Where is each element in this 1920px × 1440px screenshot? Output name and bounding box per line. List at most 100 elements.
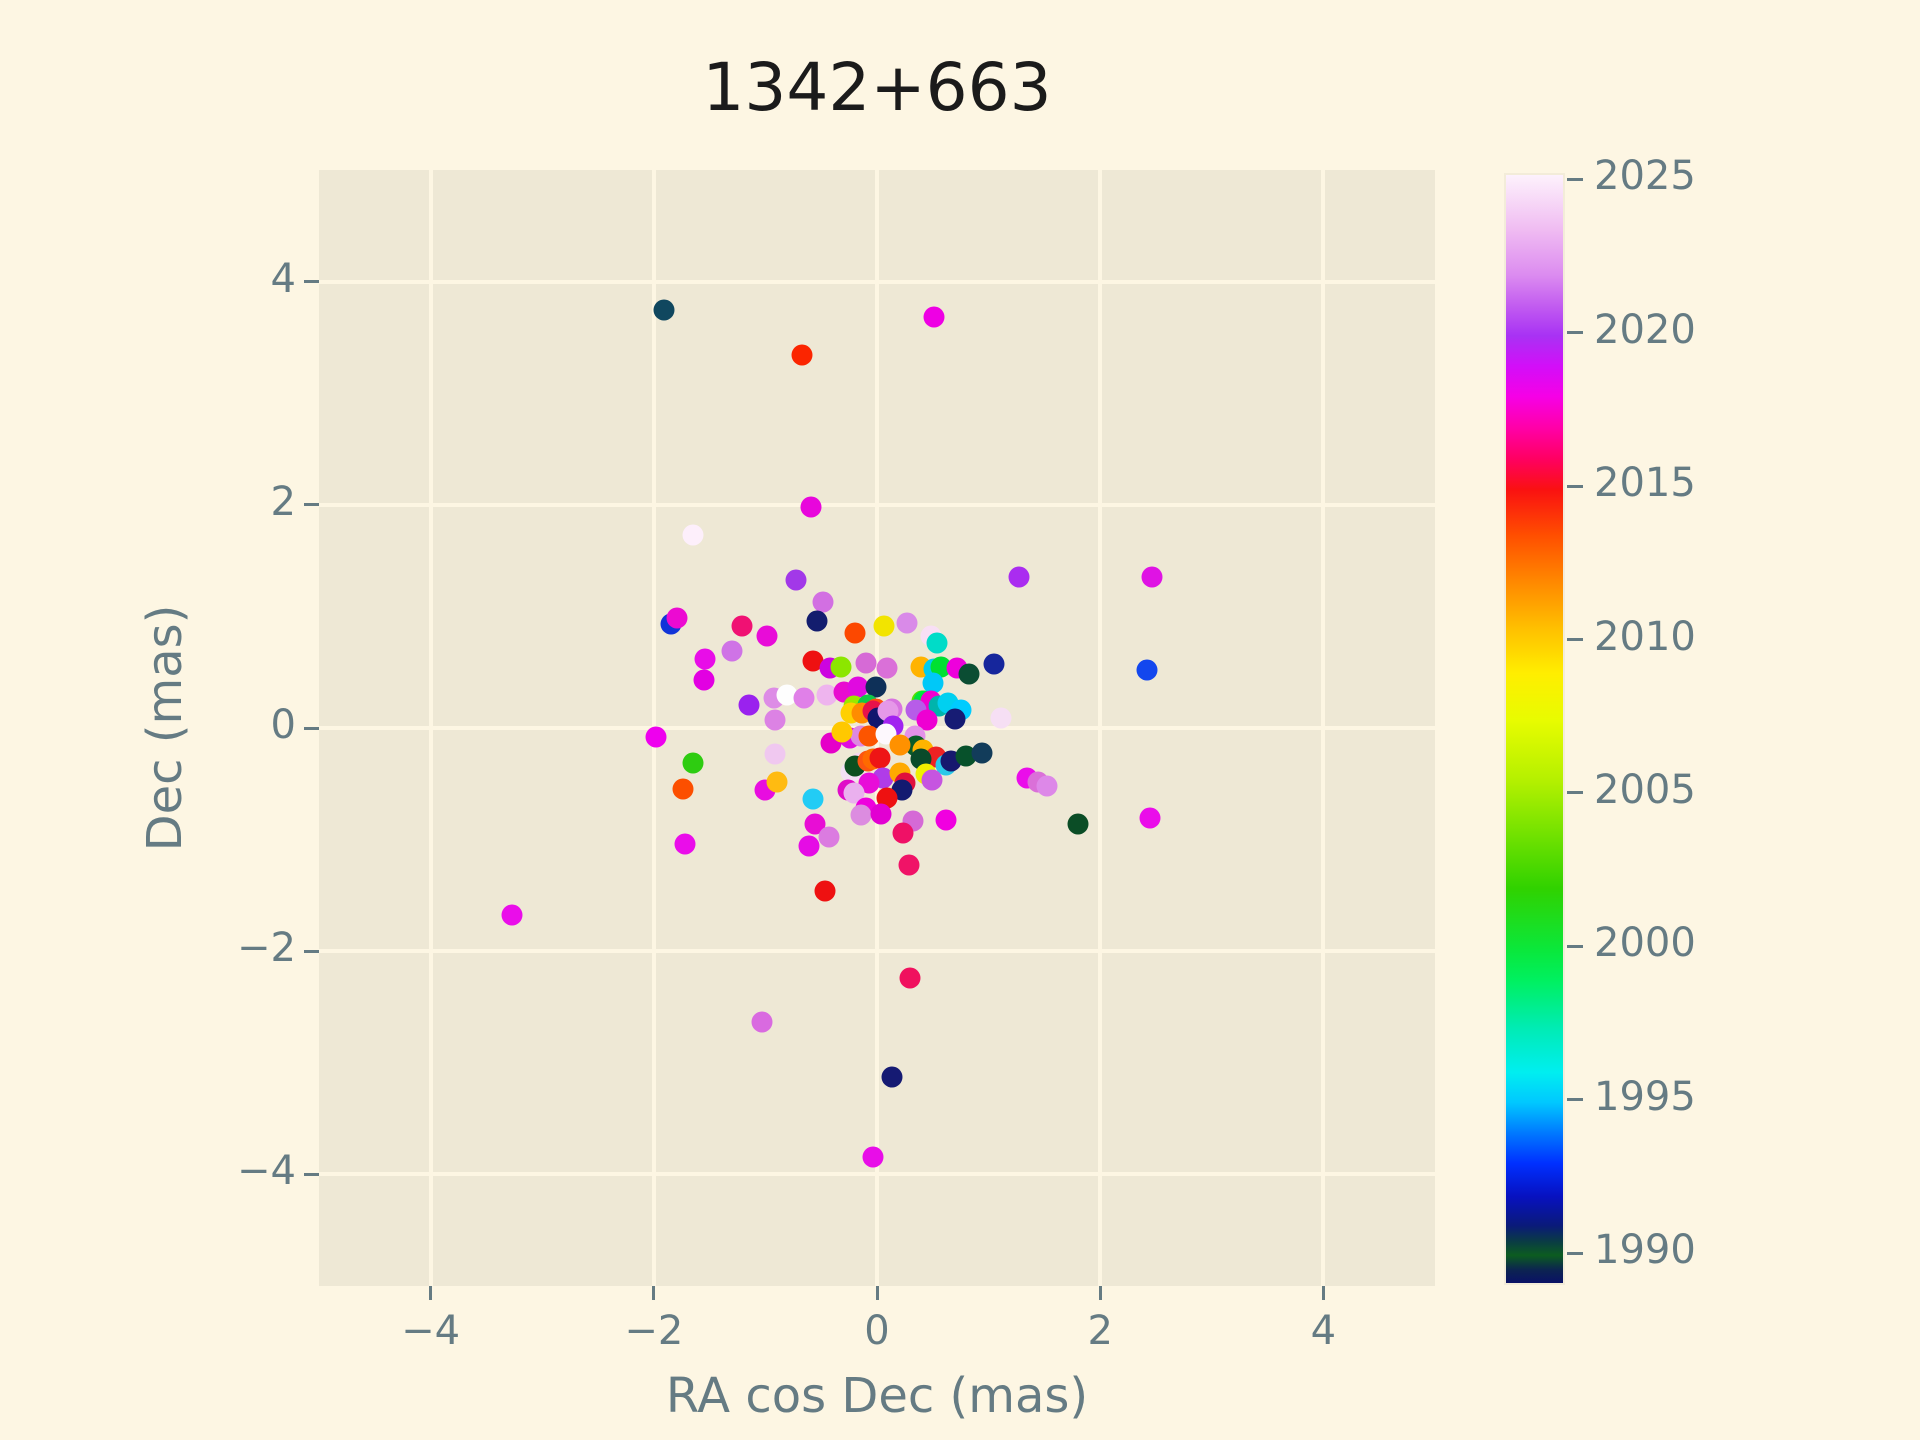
colorbar-tick-mark: [1567, 1251, 1583, 1255]
colorbar-tick-label: 2015: [1594, 460, 1696, 507]
scatter-point: [800, 496, 822, 518]
scatter-point: [645, 726, 667, 748]
scatter-point: [930, 656, 952, 678]
scatter-point: [818, 826, 840, 848]
scatter-point: [922, 672, 944, 694]
x-tick-label: −2: [624, 1308, 684, 1354]
scatter-point: [693, 669, 715, 691]
scatter-point: [674, 833, 696, 855]
scatter-point: [1136, 659, 1158, 681]
scatter-point: [501, 904, 523, 926]
scatter-point: [873, 615, 895, 637]
scatter-point: [804, 813, 825, 835]
scatter-point: [682, 752, 704, 774]
scatter-point: [1008, 566, 1030, 588]
scatter-point: [806, 610, 828, 632]
y-tick-label: 4: [270, 255, 296, 302]
colorbar-tick-mark: [1567, 944, 1583, 948]
scatter-point: [899, 967, 921, 989]
colorbar: [1504, 173, 1565, 1285]
chart-title: 1342+663: [702, 49, 1052, 126]
gridline: [319, 1172, 1435, 1177]
y-axis-label: Dec (mas): [137, 604, 193, 852]
scatter-point: [921, 769, 943, 791]
scatter-point: [731, 615, 753, 637]
scatter-point: [862, 1146, 884, 1168]
gridline: [319, 279, 1435, 284]
scatter-point: [1141, 566, 1163, 588]
scatter-point: [830, 656, 852, 678]
scatter-point: [858, 772, 880, 794]
scatter-point: [865, 676, 887, 698]
scatter-point: [844, 622, 866, 644]
scatter-point: [935, 809, 957, 830]
scatter-point: [850, 804, 872, 826]
scatter-point: [785, 569, 807, 591]
y-tick-mark: [304, 280, 319, 284]
scatter-point: [666, 607, 688, 629]
x-tick-mark: [875, 1286, 879, 1300]
y-tick-label: 0: [270, 702, 296, 748]
scatter-point: [756, 625, 778, 647]
colorbar-tick-mark: [1567, 1098, 1583, 1102]
colorbar-tick-mark: [1567, 177, 1583, 181]
scatter-point: [831, 721, 853, 743]
colorbar-tick-label: 2010: [1594, 613, 1696, 660]
scatter-point: [766, 771, 788, 793]
scatter-point: [764, 743, 786, 765]
scatter-point: [816, 684, 838, 706]
scatter-point: [1139, 807, 1161, 829]
y-tick-mark: [304, 503, 319, 507]
colorbar-tick-label: 2020: [1594, 306, 1696, 353]
scatter-point: [694, 648, 716, 670]
y-tick-mark: [304, 949, 319, 953]
x-tick-mark: [652, 1286, 656, 1300]
scatter-point: [892, 822, 914, 844]
y-tick-mark: [304, 1172, 319, 1176]
scatter-point: [898, 854, 920, 876]
x-tick-mark: [429, 1286, 433, 1300]
colorbar-tick-label: 2000: [1594, 920, 1696, 967]
scatter-point: [776, 684, 798, 706]
plot-area: [319, 170, 1435, 1286]
scatter-point: [896, 612, 918, 634]
scatter-point: [653, 299, 675, 320]
scatter-point: [843, 782, 865, 804]
y-tick-mark: [304, 726, 319, 730]
scatter-point: [916, 709, 938, 731]
x-axis-label: RA cos Dec (mas): [665, 1368, 1089, 1424]
scatter-point: [881, 1066, 902, 1088]
x-tick-label: 4: [1310, 1308, 1337, 1354]
colorbar-tick-mark: [1567, 638, 1583, 642]
scatter-point: [1067, 813, 1089, 835]
scatter-point: [682, 524, 704, 546]
scatter-point: [858, 725, 880, 747]
colorbar-tick-label: 1990: [1594, 1227, 1696, 1274]
scatter-point: [870, 803, 892, 825]
scatter-point: [926, 632, 948, 654]
y-tick-label: −4: [237, 1148, 296, 1195]
colorbar-tick-mark: [1567, 484, 1583, 488]
scatter-point: [944, 708, 966, 730]
scatter-point: [798, 835, 820, 857]
gridline: [319, 949, 1435, 954]
scatter-point: [751, 1011, 773, 1032]
scatter-point: [802, 650, 824, 672]
scatter-point: [847, 676, 869, 698]
colorbar-tick-label: 1995: [1594, 1073, 1696, 1120]
y-tick-label: −2: [237, 925, 296, 972]
colorbar-tick-mark: [1567, 331, 1583, 335]
x-tick-mark: [1321, 1286, 1325, 1300]
scatter-point: [793, 687, 815, 709]
y-tick-label: 2: [270, 478, 296, 525]
x-tick-mark: [1098, 1286, 1102, 1300]
x-tick-label: 2: [1087, 1308, 1113, 1354]
scatter-point: [990, 707, 1012, 729]
scatter-point: [721, 640, 743, 662]
scatter-point: [812, 591, 834, 613]
scatter-point: [923, 306, 945, 328]
scatter-point: [1036, 775, 1058, 797]
scatter-point: [889, 734, 911, 756]
scatter-point: [814, 880, 836, 902]
scatter-point: [672, 778, 694, 800]
